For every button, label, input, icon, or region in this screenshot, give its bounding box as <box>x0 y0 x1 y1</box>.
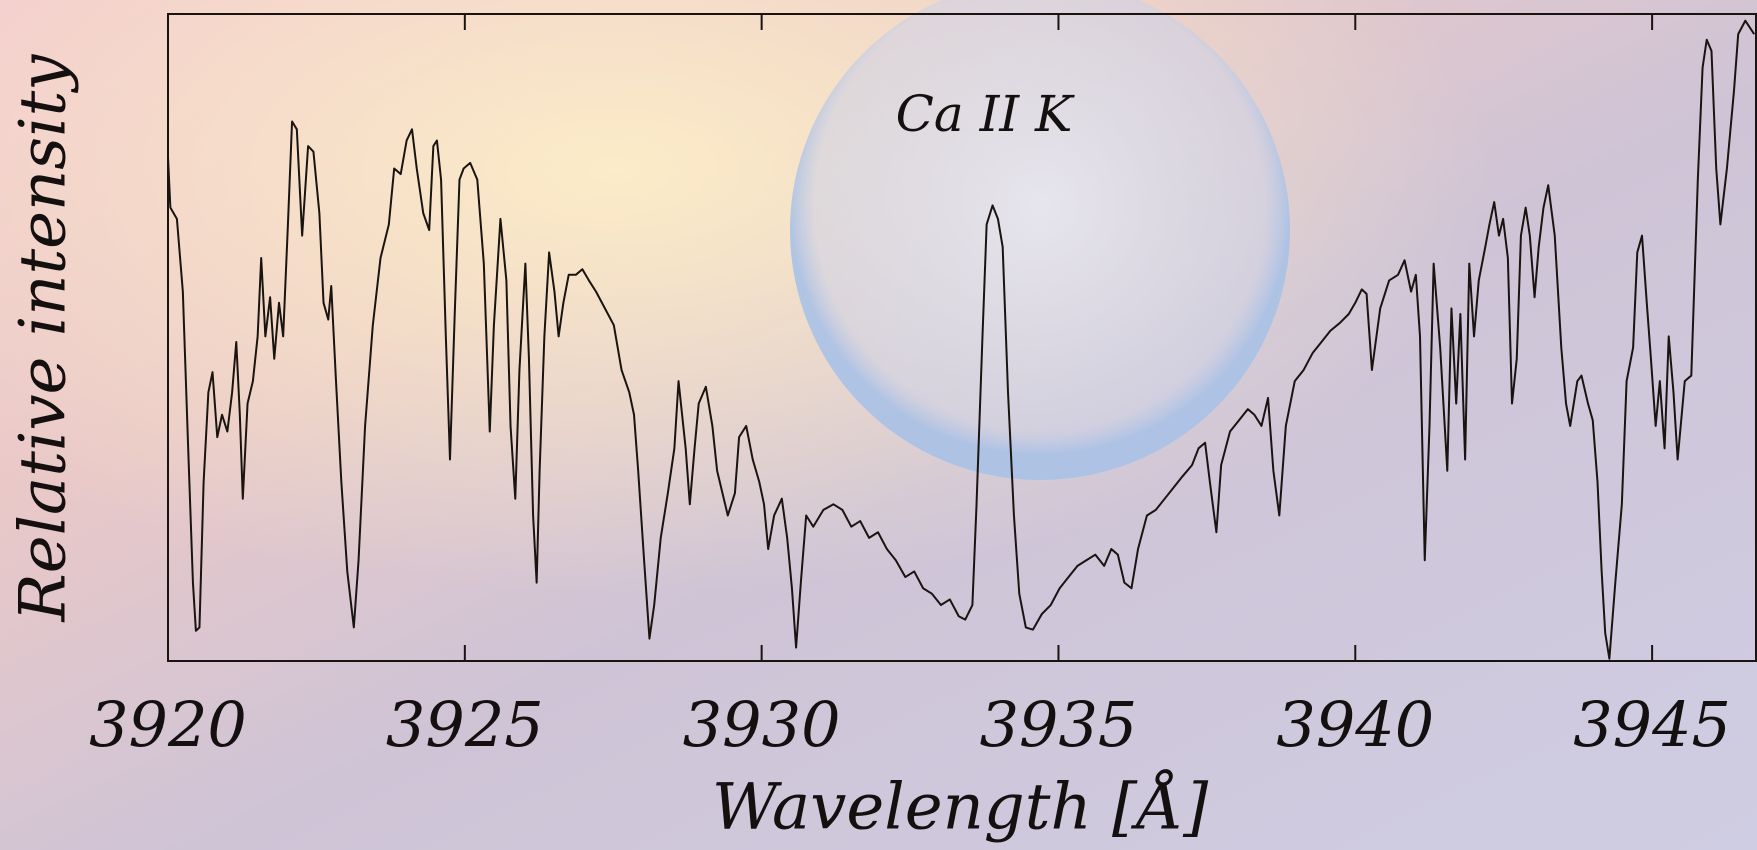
spectrum-line <box>167 19 1756 660</box>
x-tick-label: 3945 <box>1573 688 1731 761</box>
x-tick-label: 3935 <box>980 688 1138 761</box>
plot-frame <box>167 13 1757 662</box>
annotation: Ca II K <box>896 85 1075 143</box>
x-tick-label: 3925 <box>386 688 544 761</box>
x-tick-label: 3930 <box>683 688 841 761</box>
background-planet <box>790 0 1290 480</box>
y-axis-title: Relative intensity <box>7 54 81 623</box>
x-axis-title: Wavelength [Å] <box>712 770 1209 845</box>
x-tick-label: 3940 <box>1276 688 1434 761</box>
x-tick-label: 3920 <box>89 688 247 761</box>
